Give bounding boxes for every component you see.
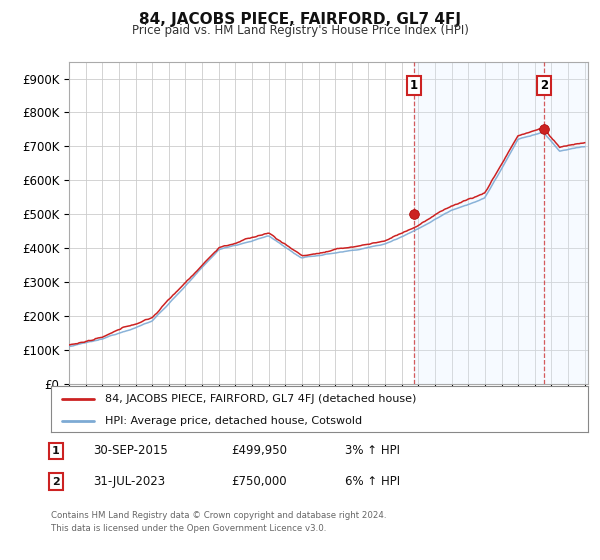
Text: 31-JUL-2023: 31-JUL-2023	[93, 475, 165, 488]
Text: This data is licensed under the Open Government Licence v3.0.: This data is licensed under the Open Gov…	[51, 524, 326, 533]
Text: 2: 2	[541, 79, 548, 92]
Bar	[414, 62, 588, 384]
Text: HPI: Average price, detached house, Cotswold: HPI: Average price, detached house, Cots…	[105, 416, 362, 426]
Text: 84, JACOBS PIECE, FAIRFORD, GL7 4FJ: 84, JACOBS PIECE, FAIRFORD, GL7 4FJ	[139, 12, 461, 27]
Text: 6% ↑ HPI: 6% ↑ HPI	[345, 475, 400, 488]
Text: 84, JACOBS PIECE, FAIRFORD, GL7 4FJ (detached house): 84, JACOBS PIECE, FAIRFORD, GL7 4FJ (det…	[105, 394, 416, 404]
Text: 1: 1	[410, 79, 418, 92]
Text: 3% ↑ HPI: 3% ↑ HPI	[345, 444, 400, 458]
Text: 2: 2	[52, 477, 59, 487]
Text: £750,000: £750,000	[231, 475, 287, 488]
Text: Price paid vs. HM Land Registry's House Price Index (HPI): Price paid vs. HM Land Registry's House …	[131, 24, 469, 37]
Text: 30-SEP-2015: 30-SEP-2015	[93, 444, 168, 458]
Text: 1: 1	[52, 446, 59, 456]
Text: £499,950: £499,950	[231, 444, 287, 458]
Text: Contains HM Land Registry data © Crown copyright and database right 2024.: Contains HM Land Registry data © Crown c…	[51, 511, 386, 520]
